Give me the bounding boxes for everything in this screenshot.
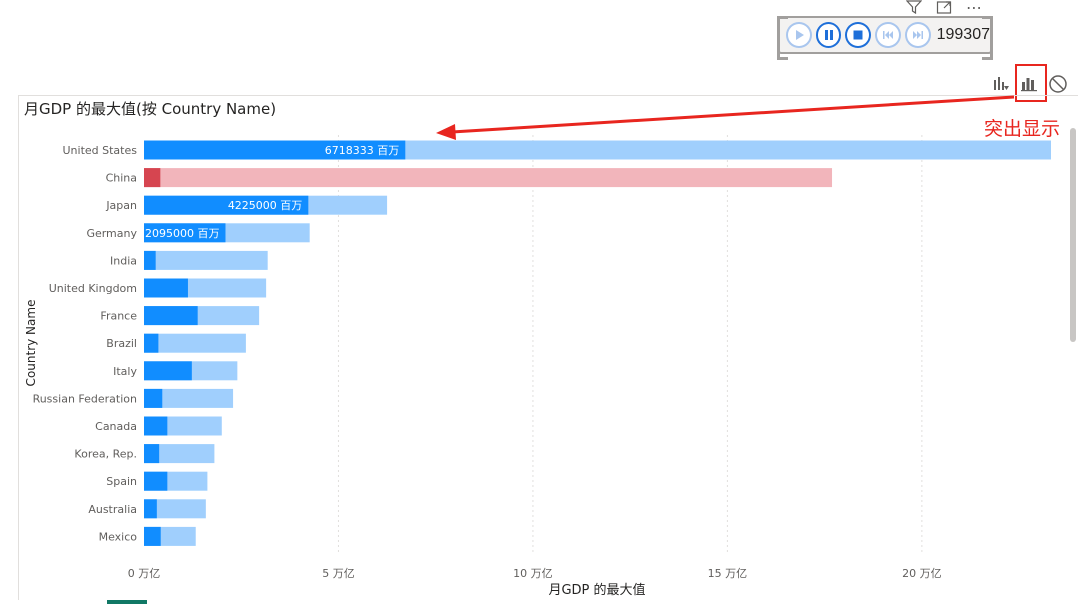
bar-highlighted xyxy=(144,168,161,188)
data-label: 4225000 百万 xyxy=(228,199,303,212)
bar-highlighted xyxy=(144,278,188,298)
category-label: Germany xyxy=(86,227,137,240)
bar-highlighted xyxy=(144,499,157,519)
more-options-icon[interactable]: ⋯ xyxy=(966,0,982,17)
category-label: India xyxy=(110,254,137,267)
category-label: United States xyxy=(63,144,138,157)
bar-highlighted xyxy=(144,223,226,243)
x-axis-title: 月GDP 的最大值 xyxy=(548,582,645,598)
category-label: Korea, Rep. xyxy=(74,448,137,461)
x-tick-label: 5 万亿 xyxy=(322,567,355,580)
category-label: Japan xyxy=(105,199,137,212)
bar-highlighted xyxy=(144,526,161,546)
bar-total xyxy=(144,250,268,270)
focus-mode-icon[interactable] xyxy=(936,0,952,16)
bar-highlighted xyxy=(144,306,198,326)
bar-highlighted xyxy=(144,388,163,408)
bar-total xyxy=(144,333,246,353)
stop-icon[interactable] xyxy=(845,22,872,48)
bar-total xyxy=(144,168,833,188)
x-tick-label: 10 万亿 xyxy=(513,567,553,580)
category-label: Australia xyxy=(88,503,137,516)
x-tick-label: 20 万亿 xyxy=(902,567,942,580)
category-label: Italy xyxy=(113,365,137,378)
category-label: Brazil xyxy=(106,337,137,350)
bar-highlighted xyxy=(144,444,160,464)
page-tab-indicator[interactable] xyxy=(107,600,147,604)
bar-total xyxy=(144,388,234,408)
drill-icon[interactable] xyxy=(992,74,1010,96)
bar-total xyxy=(144,444,215,464)
bar-highlighted xyxy=(144,195,309,215)
annotation-arrow-head xyxy=(436,124,456,140)
bar-highlighted xyxy=(144,361,192,381)
bar-highlighted xyxy=(144,416,168,436)
chart-title: 月GDP 的最大值(按 Country Name) xyxy=(24,100,277,118)
bar-highlighted xyxy=(144,140,406,160)
category-label: Russian Federation xyxy=(33,392,137,405)
pause-icon[interactable] xyxy=(815,22,842,48)
next-icon[interactable] xyxy=(904,22,931,48)
highlight-icon[interactable] xyxy=(1020,74,1038,96)
y-axis-title: Country Name xyxy=(24,300,38,387)
category-label: Canada xyxy=(95,420,137,433)
visual-interaction-icons xyxy=(988,66,1074,104)
data-label: 6718333 百万 xyxy=(325,144,400,157)
category-label: Spain xyxy=(106,475,137,488)
category-label: United Kingdom xyxy=(49,282,137,295)
play-axis-value: 199307 xyxy=(936,26,990,43)
bar-total xyxy=(144,499,206,519)
bar-highlighted xyxy=(144,333,159,353)
play-axis-control: 199307 xyxy=(777,16,993,60)
bar-highlighted xyxy=(144,471,168,491)
data-label: 2095000 百万 xyxy=(145,227,220,240)
x-tick-label: 0 万亿 xyxy=(128,567,161,580)
chart-scrollbar[interactable] xyxy=(1070,128,1076,342)
highlight-icon-callout-box xyxy=(1015,64,1047,102)
bar-highlighted xyxy=(144,250,156,270)
annotation-arrow-line xyxy=(451,95,1015,134)
filter-icon[interactable] xyxy=(905,0,923,16)
no-impact-icon[interactable] xyxy=(1048,74,1068,98)
x-tick-label: 15 万亿 xyxy=(708,567,748,580)
previous-icon[interactable] xyxy=(875,22,901,48)
visual-toolbar: ⋯ xyxy=(905,0,996,17)
category-label: Mexico xyxy=(99,530,138,543)
category-label: France xyxy=(100,310,137,323)
category-label: China xyxy=(106,172,137,185)
annotation-label: 突出显示 xyxy=(984,118,1061,140)
visual-container[interactable] xyxy=(18,95,1078,600)
